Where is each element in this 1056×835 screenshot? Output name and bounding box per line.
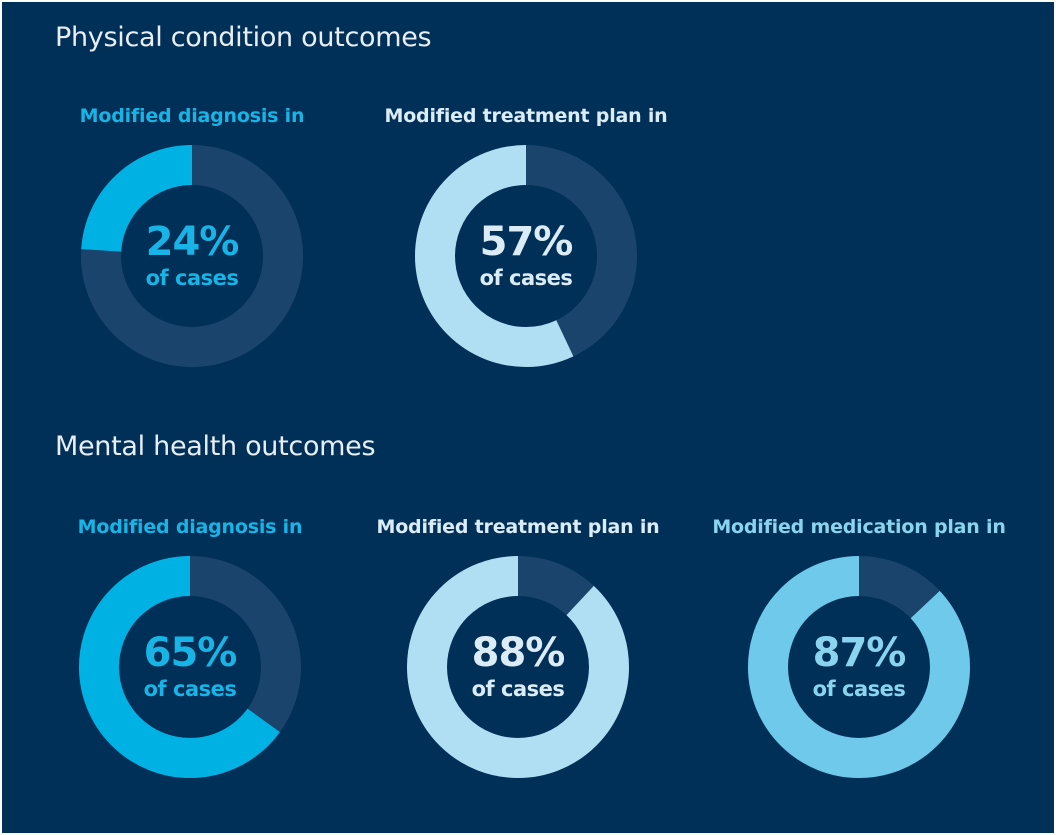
- donut-chart: 65%of cases: [79, 556, 301, 778]
- donut-value-arc: [748, 556, 970, 778]
- metric-label: Modified treatment plan in: [376, 516, 660, 538]
- donut-percent-label: 24%: [146, 219, 239, 265]
- donut-sub-label: of cases: [813, 677, 906, 701]
- donut-value-arc: [81, 145, 303, 367]
- donut-value-arc: [415, 145, 637, 367]
- metric-label: Modified diagnosis in: [79, 105, 305, 127]
- donut-sub-label: of cases: [472, 677, 565, 701]
- metric-label: Modified medication plan in: [712, 516, 1006, 538]
- donut-chart: 88%of cases: [407, 556, 629, 778]
- donut-chart: 57%of cases: [415, 145, 637, 367]
- donut-percent-label: 87%: [813, 630, 906, 676]
- donut-percent-label: 88%: [472, 630, 565, 676]
- donut-sub-label: of cases: [146, 266, 239, 290]
- metric-label: Modified treatment plan in: [384, 105, 668, 127]
- donut-sub-label: of cases: [480, 266, 573, 290]
- section-title-mental: Mental health outcomes: [55, 431, 376, 462]
- donut-sub-label: of cases: [144, 677, 237, 701]
- donut-percent-label: 57%: [480, 219, 573, 265]
- donut-value-arc: [407, 556, 629, 778]
- donut-chart: 24%of cases: [81, 145, 303, 367]
- donut-chart: 87%of cases: [748, 556, 970, 778]
- section-title-physical: Physical condition outcomes: [55, 22, 432, 53]
- donut-value-arc: [79, 556, 301, 778]
- donut-percent-label: 65%: [144, 630, 237, 676]
- metric-label: Modified diagnosis in: [77, 516, 303, 538]
